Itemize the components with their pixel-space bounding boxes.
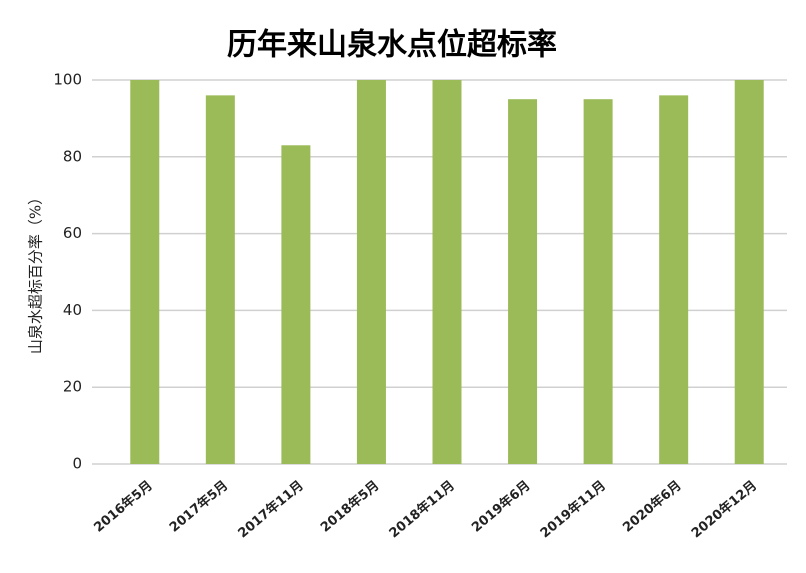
bar (130, 80, 160, 464)
x-tick-label: 2020年6月 (620, 477, 685, 535)
bar (356, 80, 386, 464)
chart-title: 历年来山泉水点位超标率 (227, 28, 557, 63)
x-tick-label: 2016年5月 (91, 477, 156, 535)
y-tick-label: 80 (63, 147, 82, 165)
bar (281, 145, 311, 464)
bar (659, 95, 689, 465)
y-tick-label: 100 (53, 71, 82, 89)
x-tick-label: 2019年6月 (469, 477, 534, 535)
y-tick-label: 20 (63, 378, 82, 396)
bar (432, 80, 462, 464)
y-axis-title: 山泉水超标百分率（%） (27, 190, 45, 354)
x-tick-label: 2020年12月 (688, 477, 760, 541)
x-tick-label: 2017年5月 (166, 477, 231, 535)
bar (583, 99, 613, 464)
y-tick-label: 60 (63, 224, 82, 242)
bar (734, 80, 764, 464)
bar (205, 95, 235, 465)
y-tick-label: 0 (72, 455, 82, 473)
x-tick-label: 2019年11月 (537, 477, 609, 541)
y-tick-label: 40 (63, 301, 82, 319)
x-tick-label: 2018年11月 (386, 477, 458, 541)
x-tick-label: 2018年5月 (317, 477, 382, 535)
x-tick-label: 2017年11月 (235, 477, 307, 541)
bar (508, 99, 538, 464)
